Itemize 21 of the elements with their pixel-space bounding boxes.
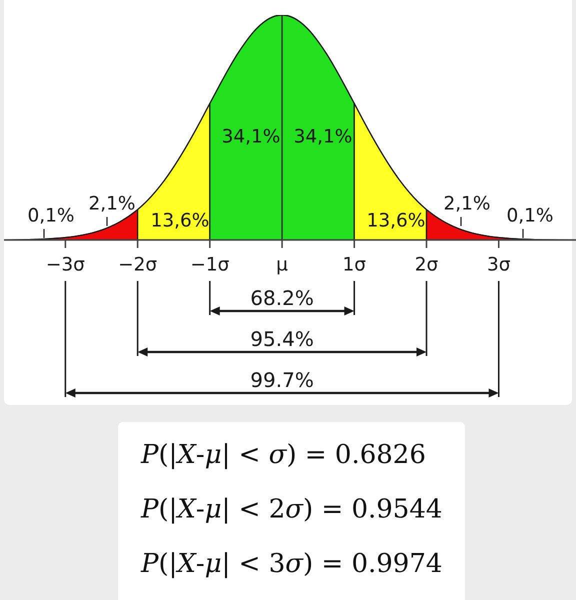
x-tick-label: −1σ xyxy=(190,254,230,276)
x-tick-label: −2σ xyxy=(118,254,158,276)
x-tick-label: −3σ xyxy=(46,254,86,276)
text: P(|X-μ| < 2σ) = 0.9544 xyxy=(140,494,442,524)
x-tick-label: μ xyxy=(276,254,288,276)
text: P(|X-μ| < σ) = 0.6826 xyxy=(140,440,426,470)
x-tick-label: 1σ xyxy=(342,254,366,276)
text: P(|X-μ| < 3σ) = 0.9974 xyxy=(140,549,442,579)
annotation: 2,1% xyxy=(88,194,136,214)
annotation: 13,6% xyxy=(150,210,210,232)
annotation: 34,1% xyxy=(294,126,352,148)
annotation: 0,1% xyxy=(28,206,74,226)
x-tick-label: 2σ xyxy=(414,254,439,276)
annotation: 2,1% xyxy=(444,194,490,214)
annotation: 13,6% xyxy=(366,210,426,232)
annotation: 0,1% xyxy=(506,206,554,226)
x-tick-label: 3σ xyxy=(486,254,511,276)
text: 68.2% xyxy=(250,286,314,310)
text: 99.7% xyxy=(250,368,314,392)
annotation: 34,1% xyxy=(222,126,280,148)
text: 95.4% xyxy=(250,327,314,351)
